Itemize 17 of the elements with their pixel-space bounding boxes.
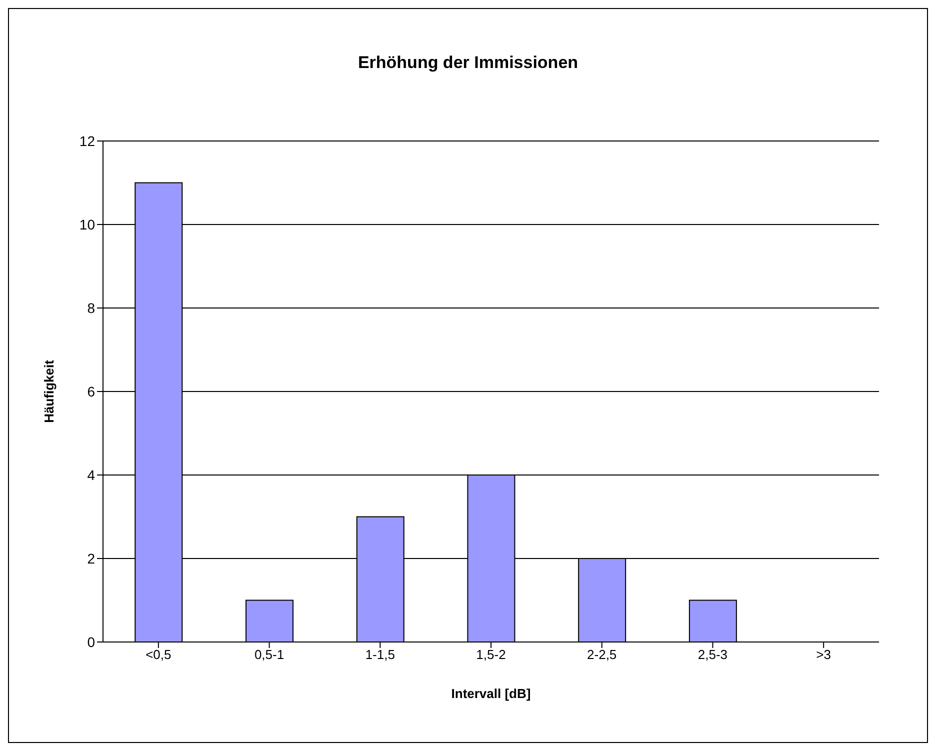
y-tick-label: 6 bbox=[87, 383, 96, 400]
y-axis-title: Häufigkeit bbox=[42, 359, 57, 423]
y-tick-label: 12 bbox=[79, 132, 96, 149]
x-tick-label: >3 bbox=[816, 647, 831, 662]
y-tick-label: 4 bbox=[87, 466, 96, 483]
x-tick-label: 1,5-2 bbox=[476, 647, 506, 662]
x-tick-label: 0,5-1 bbox=[254, 647, 284, 662]
x-tick-label: 2,5-3 bbox=[698, 647, 728, 662]
x-tick-label: 1-1,5 bbox=[365, 647, 395, 662]
y-tick-label: 8 bbox=[87, 300, 96, 316]
x-tick-label: <0,5 bbox=[146, 647, 172, 662]
y-tick-label: 10 bbox=[79, 216, 96, 232]
chart-title: Erhöhung der Immissionen bbox=[356, 53, 580, 73]
y-tick-label: 0 bbox=[87, 634, 96, 650]
x-tick-label: 2-2,5 bbox=[587, 647, 617, 662]
x-axis-title: Intervall [dB] bbox=[451, 686, 531, 701]
y-tick-label: 2 bbox=[87, 550, 96, 566]
